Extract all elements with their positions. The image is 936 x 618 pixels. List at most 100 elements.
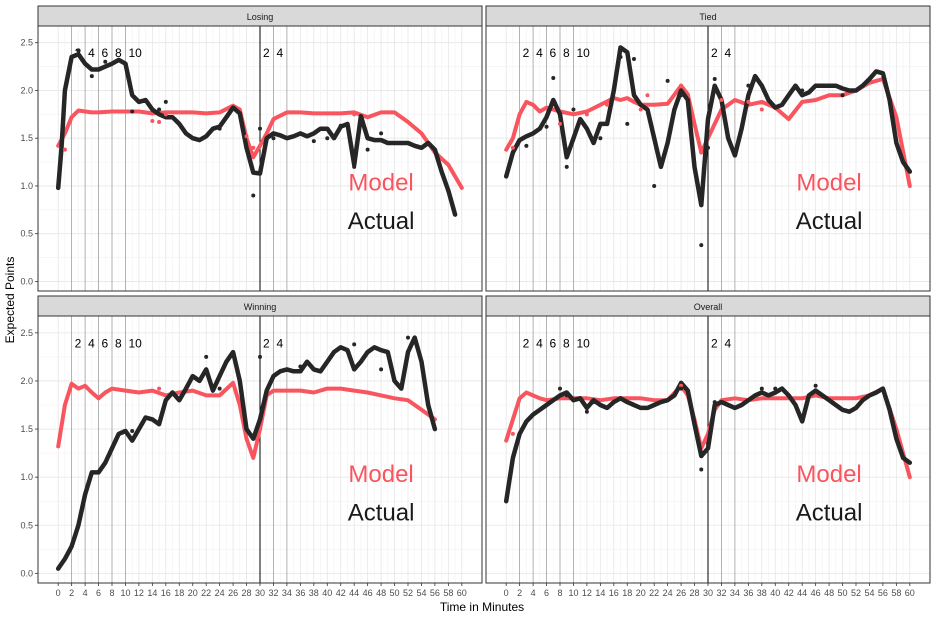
facet-strip-label: Tied — [699, 12, 716, 22]
x-tick-label: 16 — [161, 588, 171, 598]
data-point-actual — [813, 383, 818, 388]
data-point-model — [510, 431, 515, 436]
x-tick-label: 12 — [582, 588, 592, 598]
x-tick-label: 18 — [622, 588, 632, 598]
panel-border — [37, 25, 483, 292]
x-tick-label: 8 — [557, 588, 562, 598]
minute-marker-label: 6 — [102, 336, 109, 350]
x-tick-label: 34 — [730, 588, 740, 598]
data-point-model — [558, 121, 562, 126]
minute-marker-label: 4 — [536, 46, 543, 60]
x-tick-label: 34 — [282, 588, 292, 598]
legend-model: Model — [348, 461, 413, 488]
data-point-actual — [699, 467, 704, 472]
y-axis-title: Expected Points — [3, 257, 17, 344]
x-tick-label: 2 — [517, 588, 522, 598]
data-point-actual — [665, 78, 670, 83]
x-tick-label: 22 — [201, 588, 211, 598]
legend-actual: Actual — [348, 499, 415, 526]
data-point-model — [244, 134, 249, 139]
data-point-model — [605, 102, 610, 107]
minute-marker-label: 4 — [536, 336, 543, 350]
minute-marker-label: 6 — [102, 46, 109, 60]
x-tick-label: 46 — [363, 588, 373, 598]
data-point-actual — [406, 335, 410, 340]
x-tick-label: 22 — [649, 588, 659, 598]
minute-marker-label: 10 — [576, 46, 590, 60]
facet-strip-label: Overall — [694, 302, 723, 312]
data-point-actual — [759, 386, 764, 391]
legend-model: Model — [796, 461, 861, 488]
data-point-actual — [298, 364, 303, 369]
data-point-actual — [379, 131, 384, 136]
data-point-model — [62, 147, 67, 152]
data-point-model — [163, 112, 168, 117]
data-point-model — [759, 107, 764, 112]
data-point-actual — [840, 93, 845, 98]
x-tick-label: 2 — [69, 588, 74, 598]
minute-marker-label: 2 — [263, 336, 270, 350]
minute-marker-label: 6 — [550, 46, 557, 60]
data-point-model — [584, 112, 589, 117]
x-tick-label: 6 — [96, 588, 101, 598]
x-tick-label: 36 — [295, 588, 305, 598]
data-point-actual — [773, 386, 778, 391]
x-tick-label: 52 — [403, 588, 413, 598]
x-tick-label: 24 — [663, 588, 673, 598]
data-point-actual — [618, 55, 623, 60]
legend-model: Model — [796, 170, 861, 197]
data-point-model — [679, 383, 684, 388]
data-point-actual — [706, 145, 710, 150]
minute-marker-label: 2 — [75, 336, 82, 350]
data-point-model — [352, 112, 357, 117]
x-tick-label: 38 — [309, 588, 319, 598]
x-tick-label: 28 — [690, 588, 700, 598]
y-tick-label: 0.5 — [20, 520, 33, 530]
minute-marker-label: 4 — [276, 46, 283, 60]
legend-actual: Actual — [796, 208, 863, 235]
data-point-actual — [258, 126, 262, 131]
data-point-actual — [271, 136, 276, 141]
y-tick-label: 0.5 — [20, 229, 33, 239]
x-tick-label: 60 — [905, 588, 915, 598]
data-point-actual — [217, 386, 222, 391]
series-line-actual — [503, 380, 913, 504]
data-point-model — [150, 119, 155, 124]
x-tick-label: 30 — [255, 588, 265, 598]
x-tick-label: 46 — [811, 588, 821, 598]
facet-strip-label: Winning — [244, 302, 277, 312]
y-tick-label: 2.5 — [20, 38, 33, 48]
x-tick-label: 36 — [743, 588, 753, 598]
minute-marker-label: 8 — [563, 336, 570, 350]
x-tick-label: 0 — [504, 588, 509, 598]
data-point-actual — [551, 76, 556, 81]
minute-marker-label: 2 — [523, 46, 530, 60]
x-tick-label: 56 — [878, 588, 888, 598]
data-point-actual — [379, 367, 384, 372]
minute-marker-label: 4 — [88, 336, 95, 350]
data-point-model — [251, 451, 256, 456]
y-tick-label: 1.0 — [20, 181, 33, 191]
minute-marker-label: 6 — [550, 336, 557, 350]
legend-actual: Actual — [796, 499, 863, 526]
y-tick-label: 0.0 — [20, 568, 33, 578]
x-tick-label: 44 — [349, 588, 359, 598]
x-tick-label: 10 — [568, 588, 578, 598]
minute-marker-label: 10 — [128, 336, 142, 350]
data-point-actual — [564, 393, 569, 398]
x-tick-label: 24 — [215, 588, 225, 598]
data-point-actual — [204, 354, 209, 359]
x-tick-label: 4 — [83, 588, 88, 598]
data-point-actual — [544, 124, 549, 129]
x-tick-label: 42 — [784, 588, 794, 598]
x-tick-label: 20 — [636, 588, 646, 598]
data-point-actual — [157, 107, 162, 112]
data-point-actual — [813, 83, 818, 88]
data-point-actual — [258, 354, 262, 359]
data-point-model — [679, 83, 684, 88]
data-point-model — [638, 107, 643, 112]
y-tick-label: 1.5 — [20, 424, 33, 434]
